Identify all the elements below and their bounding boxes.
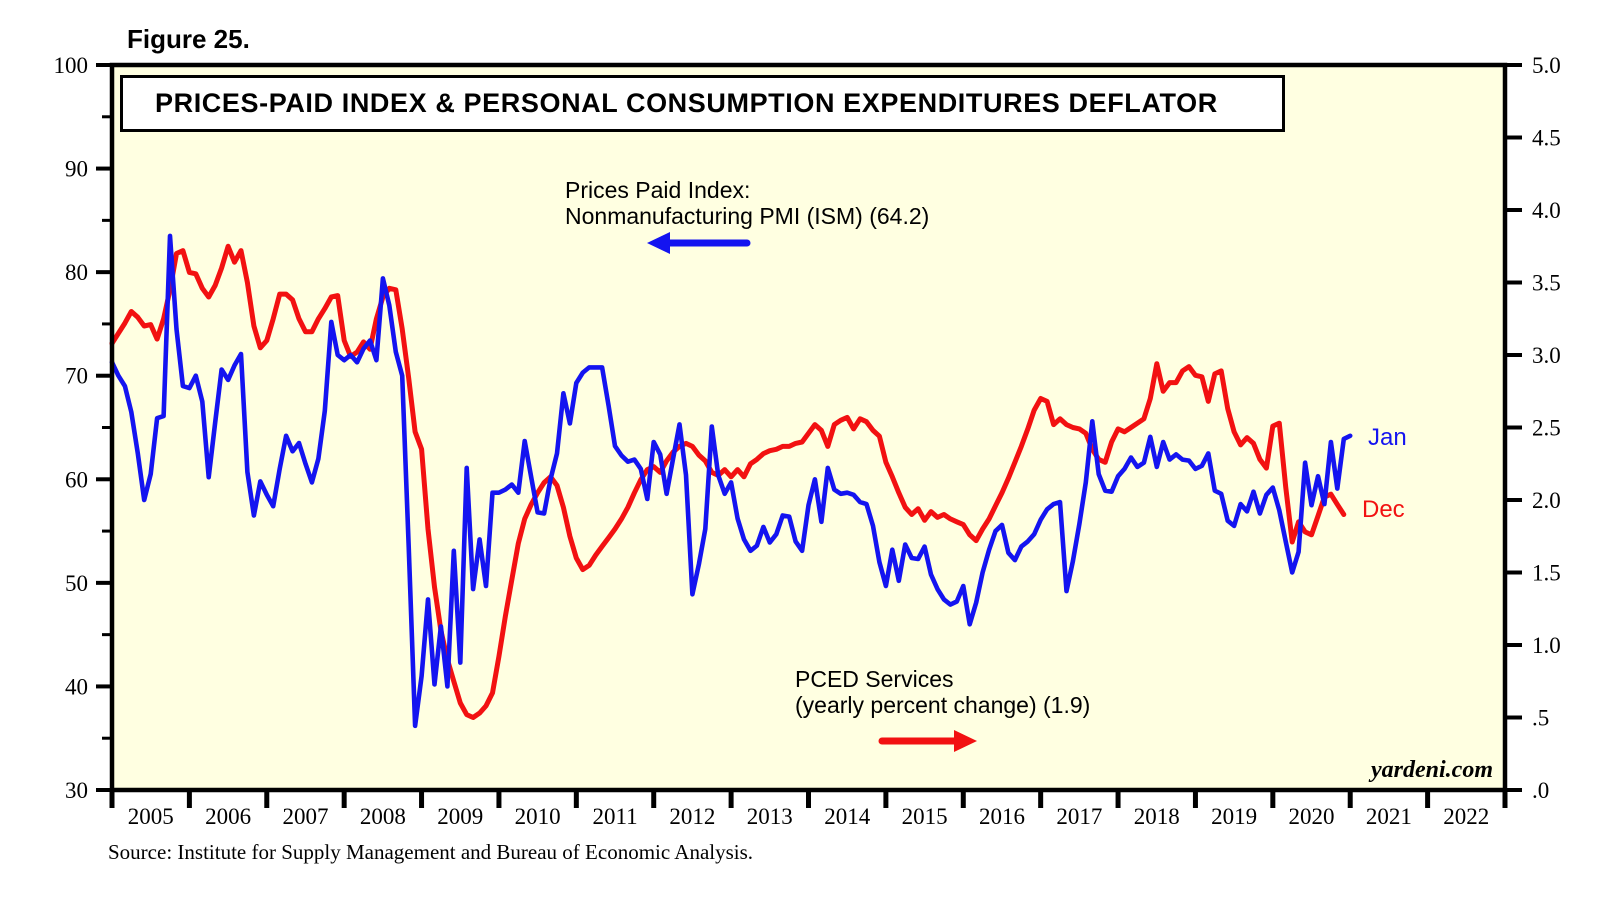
blue-series-annotation: Prices Paid Index: Nonmanufacturing PMI … [565, 177, 929, 229]
right-axis-tick-label: 5.0 [1532, 53, 1561, 78]
right-axis-tick-label: 4.0 [1532, 198, 1561, 223]
right-axis-tick-label: 1.0 [1532, 633, 1561, 658]
chart-title: PRICES-PAID INDEX & PERSONAL CONSUMPTION… [155, 88, 1218, 118]
red-annotation-line2: (yearly percent change) (1.9) [795, 692, 1091, 718]
x-axis-year-label: 2005 [128, 804, 174, 829]
x-axis-year-label: 2008 [360, 804, 406, 829]
x-axis-year-label: 2019 [1211, 804, 1257, 829]
prices-paid-line [109, 233, 1353, 729]
x-axis-year-label: 2017 [1056, 804, 1102, 829]
x-axis-year-label: 2015 [902, 804, 948, 829]
left-axis-tick-label: 70 [65, 364, 88, 389]
blue-series-end-label: Jan [1368, 424, 1407, 451]
x-axis-year-label: 2011 [592, 804, 637, 829]
x-axis-year-label: 2018 [1134, 804, 1180, 829]
left-axis-tick-label: 100 [54, 53, 89, 78]
plot-border [109, 62, 1508, 793]
x-axis-year-label: 2009 [437, 804, 483, 829]
left-axis-tick-label: 40 [65, 674, 88, 699]
red-series-end-label: Dec [1362, 496, 1405, 523]
x-axis-year-label: 2013 [747, 804, 793, 829]
x-axis-year-label: 2014 [824, 804, 871, 829]
source-note: Source: Institute for Supply Management … [108, 840, 754, 864]
red-series-annotation: PCED Services (yearly percent change) (1… [795, 666, 1090, 718]
left-axis-tick-label: 50 [65, 571, 88, 596]
red-annotation-arrow-head [954, 730, 977, 752]
right-axis-tick-label: 1.5 [1532, 561, 1561, 586]
x-axis-year-label: 2012 [669, 804, 715, 829]
right-axis-tick-label: 3.0 [1532, 343, 1561, 368]
blue-annotation-line1: Prices Paid Index: [565, 177, 751, 203]
pced-services-line [109, 243, 1347, 720]
x-axis-year-label: 2022 [1443, 804, 1489, 829]
x-axis-year-label: 2020 [1289, 804, 1335, 829]
right-axis-tick-label: 2.5 [1532, 416, 1561, 441]
x-axis-year-label: 2006 [205, 804, 251, 829]
chart-title-box: PRICES-PAID INDEX & PERSONAL CONSUMPTION… [120, 75, 1285, 132]
right-axis-tick-label: 4.5 [1532, 126, 1561, 151]
x-axis-year-label: 2016 [979, 804, 1025, 829]
figure-label: Figure 25. [127, 24, 250, 54]
right-axis-tick-label: 3.5 [1532, 271, 1561, 296]
x-axis-year-label: 2021 [1366, 804, 1412, 829]
red-annotation-line1: PCED Services [795, 666, 954, 692]
right-axis-tick-label: 2.0 [1532, 488, 1561, 513]
yardeni-watermark: yardeni.com [1371, 757, 1493, 783]
right-axis-tick-label: .5 [1532, 706, 1549, 731]
left-axis-tick-label: 30 [65, 778, 88, 803]
x-axis-year-label: 2010 [515, 804, 561, 829]
left-axis-tick-label: 60 [65, 467, 88, 492]
x-axis-year-label: 2007 [282, 804, 328, 829]
blue-annotation-arrow-head [647, 232, 670, 254]
left-axis-tick-label: 90 [65, 157, 88, 182]
left-axis-tick-label: 80 [65, 260, 88, 285]
right-axis-tick-label: .0 [1532, 778, 1549, 803]
blue-annotation-line2: Nonmanufacturing PMI (ISM) (64.2) [565, 203, 930, 229]
